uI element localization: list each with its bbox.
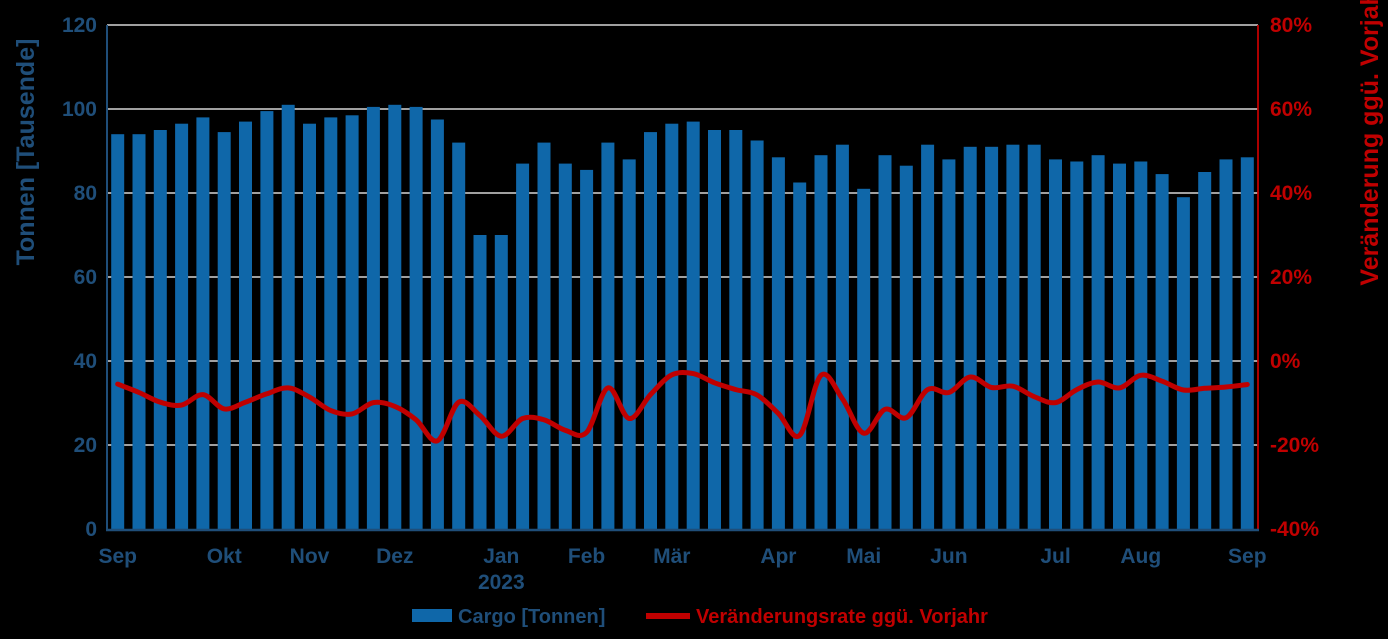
cargo-bar	[537, 142, 551, 529]
right-axis-tick: 20%	[1270, 266, 1312, 289]
cargo-bar	[153, 130, 167, 529]
legend-rate-label: Veränderungsrate ggü. Vorjahr	[696, 606, 988, 628]
right-axis-tick-labels: -40% -20% 0% 20% 40% 60% 80%	[1270, 14, 1319, 541]
right-axis-tick: 40%	[1270, 182, 1312, 205]
cargo-bar	[1176, 197, 1190, 529]
cargo-bar	[111, 134, 125, 529]
cargo-bar	[345, 115, 359, 530]
month-label: Jun	[930, 545, 967, 568]
cargo-bar	[1049, 159, 1062, 529]
cargo-bar	[281, 104, 295, 530]
month-label: Sep	[98, 545, 137, 568]
cargo-bar	[366, 106, 380, 530]
cargo-bar	[601, 142, 615, 529]
cargo-bar	[921, 144, 935, 529]
left-axis-tick: 20	[74, 434, 97, 457]
cargo-bar	[665, 123, 679, 529]
cargo-bar	[409, 106, 423, 530]
cargo-bar	[1219, 159, 1233, 529]
cargo-bar	[558, 163, 572, 529]
cargo-bar	[516, 163, 530, 529]
month-label: Okt	[207, 545, 242, 568]
cargo-bar	[644, 132, 657, 529]
left-axis-title: Tonnen [Tausende]	[12, 39, 40, 266]
right-axis-tick: -40%	[1270, 518, 1319, 541]
cargo-bar	[217, 132, 231, 529]
cargo-bar	[1027, 144, 1041, 529]
legend-cargo-label: Cargo [Tonnen]	[458, 606, 605, 628]
cargo-bar	[771, 157, 785, 530]
left-axis-tick: 120	[62, 14, 97, 37]
month-label: Sep	[1228, 545, 1267, 568]
right-axis-tick: 80%	[1270, 14, 1312, 37]
cargo-bar	[1240, 157, 1254, 530]
left-axis-tick: 60	[74, 266, 97, 289]
cargo-bar	[878, 155, 892, 529]
axis-lines	[106, 25, 1259, 532]
cargo-bar	[324, 117, 338, 530]
cargo-bar	[388, 104, 402, 530]
left-axis-tick: 80	[74, 182, 97, 205]
cargo-bar	[260, 111, 274, 529]
cargo-bar	[835, 144, 849, 529]
cargo-bar-series	[111, 104, 1254, 530]
left-axis-tick: 0	[85, 518, 97, 541]
cargo-bar	[985, 146, 999, 530]
cargo-bar	[239, 121, 252, 529]
cargo-bar	[793, 182, 807, 529]
cargo-bar	[452, 142, 466, 529]
cargo-bar	[1155, 174, 1169, 529]
month-label: Dez	[376, 545, 413, 568]
cargo-bar	[1070, 161, 1084, 529]
month-label: Nov	[290, 545, 330, 568]
cargo-bar	[1113, 163, 1126, 529]
cargo-bar	[708, 130, 721, 529]
cargo-bar	[494, 235, 508, 529]
month-label: Feb	[568, 545, 605, 568]
right-axis-tick: 60%	[1270, 98, 1312, 121]
cargo-bar	[729, 130, 743, 529]
cargo-bar	[750, 140, 764, 529]
right-axis-tick: -20%	[1270, 434, 1319, 457]
cargo-bar	[303, 123, 316, 529]
month-label: Jan	[483, 545, 519, 568]
left-axis-tick-labels: 0 20 40 60 80 100 120	[62, 14, 97, 541]
cargo-bar	[430, 119, 444, 529]
month-label: Mai	[846, 545, 881, 568]
cargo-bar	[1006, 144, 1020, 529]
left-axis-tick: 100	[62, 98, 97, 121]
cargo-bar	[175, 123, 189, 529]
cargo-bar	[899, 165, 913, 529]
legend-cargo-swatch	[412, 609, 452, 622]
gridlines	[107, 24, 1258, 446]
cargo-bar	[1198, 172, 1212, 529]
legend: Cargo [Tonnen] Veränderungsrate ggü. Vor…	[412, 606, 988, 628]
cargo-bar	[473, 235, 487, 529]
cargo-bar	[580, 169, 594, 529]
right-axis-title: Veränderung ggü. Vorjahr	[1356, 0, 1384, 286]
change-rate-line	[115, 369, 1250, 444]
cargo-bar	[1091, 155, 1105, 529]
right-axis-tick: 0%	[1270, 350, 1301, 373]
cargo-bar	[814, 155, 828, 529]
cargo-bar	[963, 146, 977, 530]
month-label: Jul	[1040, 545, 1070, 568]
left-axis-tick: 40	[74, 350, 97, 373]
month-label: Mär	[653, 545, 690, 568]
cargo-bar	[857, 188, 871, 530]
cargo-bar	[132, 134, 146, 529]
month-label: Aug	[1120, 545, 1161, 568]
year-label: 2023	[478, 571, 525, 594]
cargo-bar	[686, 121, 700, 529]
cargo-bar	[942, 159, 956, 529]
cargo-bar	[196, 117, 210, 530]
cargo-bar	[1134, 161, 1148, 529]
month-label: Apr	[760, 545, 796, 568]
cargo-bar	[622, 159, 636, 529]
month-tick-labels: Sep Okt Nov Dez Jan Feb Mär Apr Mai Jun Jul Aug Sep 2…	[98, 545, 1266, 594]
